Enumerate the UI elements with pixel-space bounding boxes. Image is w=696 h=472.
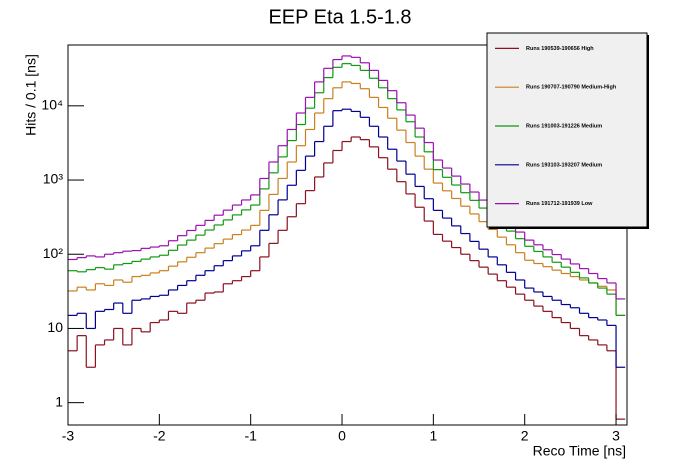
legend-label: Runs 191003-191226 Medium (526, 123, 602, 129)
x-tick-label: -1 (244, 428, 257, 444)
plot-frame (67, 44, 628, 426)
legend-label: Runs 190707-190790 Medium-High (526, 85, 617, 91)
x-tick-label: 3 (612, 428, 620, 444)
y-tick-label: 10³ (43, 171, 64, 187)
plot-area (68, 55, 626, 420)
legend-label: Runs 193103-193207 Medium (526, 162, 602, 168)
x-tick-label: 0 (338, 428, 346, 444)
y-tick-label: 10² (43, 245, 64, 261)
x-tick-label: 2 (521, 428, 529, 444)
x-tick-label: -2 (153, 428, 166, 444)
legend-label: Runs 191712-191939 Low (526, 201, 593, 207)
legend-label: Runs 190539-190656 High (526, 46, 594, 52)
x-tick-label: -3 (62, 428, 75, 444)
y-tick-label: 1 (55, 393, 63, 409)
y-axis-label: Hits / 0.1 [ns] (23, 54, 39, 136)
legend-box (486, 32, 648, 228)
y-tick-label: 10⁴ (41, 97, 63, 113)
x-tick-label: 1 (429, 428, 437, 444)
x-axis-label: Reco Time [ns] (533, 443, 626, 459)
chart-title: EEP Eta 1.5-1.8 (268, 6, 411, 28)
y-tick-label: 10 (47, 319, 63, 335)
